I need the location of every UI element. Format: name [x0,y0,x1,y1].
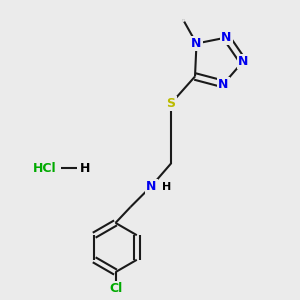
Text: HCl: HCl [33,161,57,175]
Text: N: N [238,55,248,68]
Text: H: H [162,182,171,193]
Text: H: H [80,161,91,175]
Text: N: N [146,179,157,193]
Text: Cl: Cl [109,282,122,295]
Text: S: S [167,97,176,110]
Text: N: N [191,37,202,50]
Text: N: N [221,31,232,44]
Text: N: N [218,77,229,91]
